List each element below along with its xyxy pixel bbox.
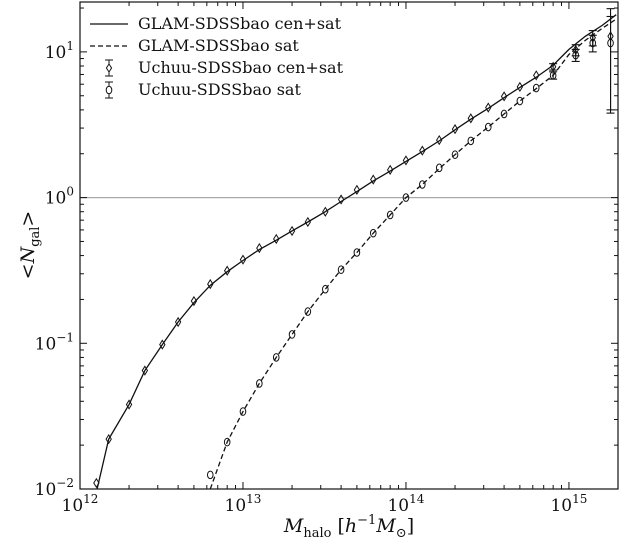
series-2-point [322, 206, 329, 217]
series-3-point [516, 96, 524, 106]
x-tick-base: 10 [62, 496, 84, 516]
x-tick-base: 10 [387, 496, 409, 516]
series-2-point [93, 477, 100, 489]
y-tick-exponent: 0 [66, 185, 74, 199]
x-tick-base: 10 [225, 496, 247, 516]
series-3-point [369, 228, 377, 238]
series-2-point [370, 174, 377, 185]
series-3-point [256, 379, 263, 388]
series-3-point [572, 50, 579, 60]
series-2-point [500, 91, 508, 102]
series-2-point [436, 134, 443, 146]
series-3-point [500, 109, 508, 119]
x-tick-base: 10 [550, 496, 572, 516]
series-2-point [288, 225, 296, 237]
x-tick-exponent: 12 [83, 492, 98, 506]
series-0-line [96, 14, 617, 489]
series-3-point [272, 353, 280, 362]
legend-label-0: GLAM-SDSSbao cen+sat [138, 14, 342, 33]
series-2-point [256, 242, 263, 254]
series-3-point [322, 284, 329, 294]
series-3-point [532, 83, 540, 93]
series-2-point [533, 70, 540, 81]
series-2-point [419, 145, 426, 156]
legend: GLAM-SDSSbao cen+sat GLAM-SDSSbao sat Uchu… [90, 14, 344, 99]
series-3-point [549, 71, 557, 80]
y-tick-exponent: −2 [56, 476, 74, 490]
series-2-point [467, 113, 475, 124]
legend-label-2: Uchuu-SDSSbao cen+sat [138, 58, 344, 77]
series-3-point [386, 210, 394, 220]
series-3-point [435, 163, 443, 173]
series-3-point [419, 180, 426, 189]
legend-label-3: Uchuu-SDSSbao sat [138, 80, 301, 99]
chart-marks [80, 8, 618, 489]
legend-label-1: GLAM-SDSSbao sat [138, 36, 299, 55]
x-tick-label: 1015 [550, 492, 587, 516]
series-3-point [589, 38, 597, 48]
series-3-point [206, 470, 214, 480]
series-3-point [607, 38, 614, 48]
series-2-point [451, 123, 459, 135]
series-2-point [337, 194, 345, 205]
series-2-point [125, 399, 133, 410]
series-2-point [273, 233, 280, 245]
series-3-point [223, 437, 231, 447]
series-2-point [402, 155, 410, 166]
series-2-point [304, 216, 312, 228]
series-2-point [207, 278, 214, 290]
y-tick-base: 10 [45, 43, 67, 63]
x-tick-exponent: 15 [572, 492, 587, 506]
y-tick-label: 101 [45, 39, 74, 63]
series-3-point [337, 265, 345, 274]
legend-marker-3 [105, 85, 113, 95]
y-tick-base: 10 [35, 334, 57, 354]
series-2-point [239, 254, 247, 265]
series-3-point [402, 193, 410, 202]
x-tick-exponent: 13 [246, 492, 261, 506]
x-tick-label: 1012 [62, 492, 99, 516]
series-2-point [386, 164, 394, 176]
series-3-point [304, 307, 312, 316]
y-tick-exponent: −1 [56, 330, 74, 344]
y-tick-label: 100 [45, 185, 74, 209]
series-3-point [239, 407, 247, 416]
legend-marker-2 [105, 63, 113, 73]
series-2-point [516, 81, 524, 93]
series-2-point [174, 316, 182, 328]
plot-frame [79, 1, 619, 490]
x-tick-label: 1013 [225, 492, 262, 516]
series-3-point [484, 122, 492, 132]
series-2-point [485, 102, 492, 113]
series-1-line [209, 18, 617, 489]
series-2-point [353, 184, 361, 196]
series-3-point [467, 136, 475, 146]
y-tick-label: 10−2 [35, 476, 74, 500]
series-3-point [353, 248, 361, 257]
series-3-point [288, 330, 296, 339]
series-3-point [451, 150, 459, 159]
x-tick-exponent: 14 [409, 492, 425, 506]
series-2-point [159, 339, 166, 350]
series-2-point [141, 365, 149, 376]
series-2-point [190, 295, 198, 307]
series-2-point [105, 433, 112, 445]
y-axis-label: <Ngal> [17, 211, 43, 280]
series-2-point [223, 265, 231, 276]
y-tick-base: 10 [35, 480, 57, 500]
y-tick-exponent: 1 [66, 39, 74, 53]
series-2-point [549, 61, 557, 72]
y-tick-base: 10 [45, 189, 67, 209]
x-tick-label: 1014 [387, 492, 424, 516]
y-tick-label: 10−1 [35, 330, 74, 354]
x-axis-label: Mhalo [h−1M⊙] [283, 513, 414, 541]
